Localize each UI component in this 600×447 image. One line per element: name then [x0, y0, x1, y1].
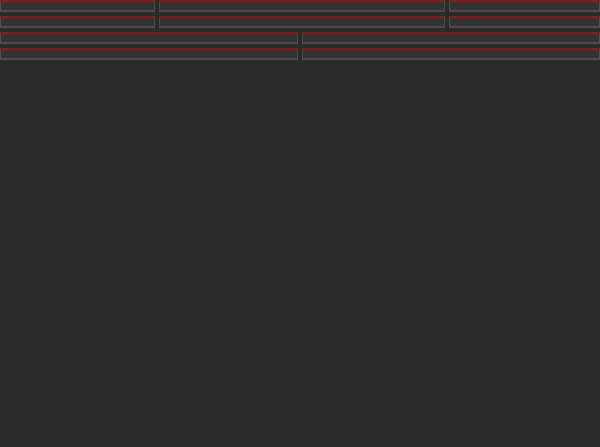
row-stats-and-matches — [0, 16, 600, 28]
panel-title — [1, 34, 297, 43]
panel-title — [450, 18, 599, 27]
panel-goals-home — [0, 32, 298, 44]
row-next-schedule — [0, 48, 600, 60]
row-goal-distribution — [0, 32, 600, 44]
panel-title — [1, 2, 154, 11]
panel-h2h-home — [0, 0, 155, 12]
panel-winrate-chart — [159, 0, 445, 12]
panel-title — [160, 2, 444, 11]
panel-title — [160, 18, 444, 27]
panel-title — [303, 50, 599, 59]
panel-stats-away — [449, 16, 600, 28]
panel-h2h-matches — [159, 16, 445, 28]
panel-stats-home — [0, 16, 155, 28]
panel-next-home — [0, 48, 298, 60]
row-head-to-head — [0, 0, 600, 12]
panel-title — [450, 2, 599, 11]
panel-title — [303, 34, 599, 43]
panel-next-away — [302, 48, 600, 60]
panel-h2h-away — [449, 0, 600, 12]
panel-title — [1, 18, 154, 27]
panel-goals-away — [302, 32, 600, 44]
panel-title — [1, 50, 297, 59]
